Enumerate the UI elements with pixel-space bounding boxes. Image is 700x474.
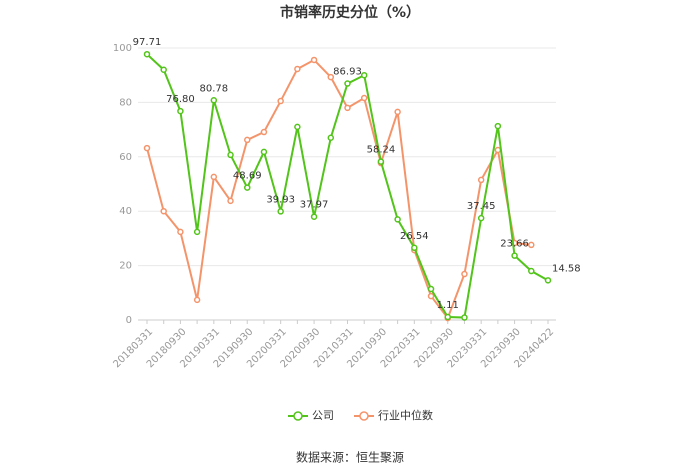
point bbox=[427, 292, 435, 300]
point bbox=[244, 136, 251, 144]
point bbox=[477, 176, 485, 184]
point bbox=[227, 151, 234, 159]
legend-marker bbox=[359, 411, 369, 421]
data-label: 76.80 bbox=[166, 94, 195, 105]
data-label: 48.69 bbox=[233, 171, 262, 182]
point bbox=[327, 134, 335, 142]
data-label: 97.71 bbox=[133, 37, 162, 48]
point bbox=[143, 144, 151, 152]
point bbox=[227, 197, 234, 205]
point bbox=[210, 97, 218, 104]
point bbox=[511, 252, 518, 259]
data-label: 86.93 bbox=[333, 67, 362, 78]
point bbox=[327, 73, 335, 81]
legend-label: 行业中位数 bbox=[378, 408, 433, 422]
y-tick-label: 80 bbox=[119, 97, 132, 108]
data-label: 58.24 bbox=[367, 145, 396, 156]
point bbox=[494, 146, 502, 154]
point bbox=[427, 285, 435, 293]
data-label: 37.97 bbox=[300, 200, 329, 211]
legend-marker bbox=[293, 411, 303, 421]
data-label: 39.93 bbox=[266, 194, 295, 205]
point bbox=[294, 65, 301, 73]
point bbox=[360, 94, 368, 102]
point bbox=[277, 97, 284, 105]
point bbox=[528, 241, 535, 249]
point bbox=[244, 184, 251, 191]
point bbox=[193, 296, 201, 304]
series-line bbox=[146, 58, 532, 321]
point bbox=[160, 66, 167, 74]
data-label: 26.54 bbox=[400, 231, 429, 242]
point bbox=[294, 123, 301, 131]
source: 数据来源：恒生聚源 bbox=[296, 450, 404, 465]
point bbox=[160, 207, 167, 215]
data-label: 14.58 bbox=[552, 263, 581, 274]
legend-label: 公司 bbox=[312, 409, 334, 422]
point bbox=[193, 228, 201, 236]
point bbox=[177, 107, 184, 115]
point bbox=[477, 214, 485, 222]
y-tick-label: 0 bbox=[126, 315, 132, 326]
y-tick-label: 60 bbox=[119, 152, 132, 163]
point bbox=[210, 173, 218, 181]
point bbox=[177, 228, 184, 236]
point bbox=[360, 71, 368, 79]
point bbox=[310, 213, 318, 220]
point bbox=[260, 128, 268, 136]
data-label: 1.11 bbox=[437, 300, 459, 311]
point bbox=[277, 208, 284, 215]
point bbox=[377, 158, 385, 165]
y-tick-label: 100 bbox=[113, 43, 132, 54]
point bbox=[260, 148, 268, 156]
data-label: 80.78 bbox=[200, 83, 229, 94]
point bbox=[394, 108, 401, 116]
point bbox=[411, 244, 418, 252]
point bbox=[143, 50, 151, 58]
point bbox=[344, 80, 351, 87]
chart-title: 市销率历史分位（%） bbox=[280, 4, 420, 21]
y-tick-label: 40 bbox=[119, 206, 132, 217]
point bbox=[461, 314, 468, 321]
point bbox=[394, 216, 401, 223]
point bbox=[344, 104, 351, 112]
point bbox=[461, 270, 468, 278]
point bbox=[494, 122, 502, 130]
point bbox=[310, 56, 318, 64]
y-tick-label: 20 bbox=[119, 261, 132, 272]
data-label: 37.45 bbox=[467, 201, 496, 212]
data-label: 23.66 bbox=[500, 239, 529, 250]
point bbox=[528, 267, 535, 275]
point bbox=[444, 313, 451, 321]
point bbox=[544, 277, 552, 284]
